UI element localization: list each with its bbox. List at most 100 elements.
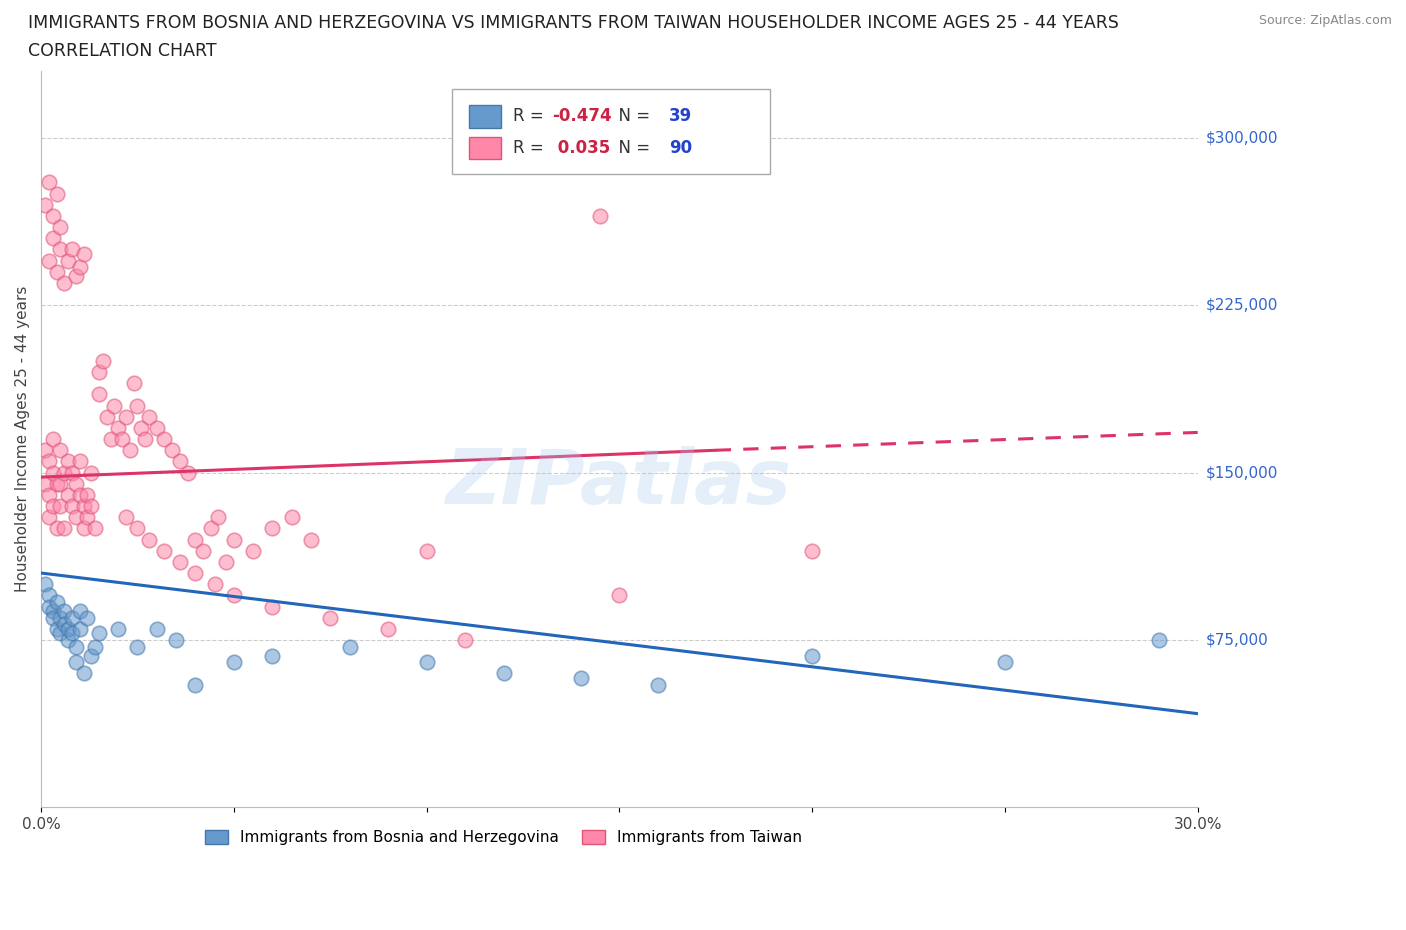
FancyBboxPatch shape	[451, 89, 769, 174]
Point	[222, 655, 245, 670]
Point	[53, 275, 76, 290]
Point	[454, 632, 477, 647]
Point	[84, 639, 107, 654]
FancyBboxPatch shape	[470, 105, 502, 127]
Point	[153, 432, 176, 446]
Point	[38, 510, 60, 525]
Point	[145, 621, 167, 636]
Point	[72, 498, 94, 513]
Text: CORRELATION CHART: CORRELATION CHART	[28, 42, 217, 60]
Point	[34, 197, 56, 212]
Point	[49, 498, 72, 513]
Point	[53, 604, 76, 618]
Point	[49, 219, 72, 234]
Point	[45, 186, 67, 201]
Text: N =: N =	[607, 108, 655, 126]
Point	[262, 521, 284, 536]
Point	[72, 521, 94, 536]
Point	[319, 610, 342, 625]
Point	[111, 432, 134, 446]
Point	[41, 465, 63, 480]
Point	[204, 577, 226, 591]
Point	[41, 498, 63, 513]
Point	[49, 443, 72, 458]
Point	[96, 409, 118, 424]
Point	[65, 655, 87, 670]
Text: $300,000: $300,000	[1206, 130, 1278, 145]
Point	[801, 543, 824, 558]
Point	[53, 465, 76, 480]
Point	[80, 498, 103, 513]
Point	[38, 253, 60, 268]
Point	[72, 666, 94, 681]
Point	[153, 543, 176, 558]
Y-axis label: Householder Income Ages 25 - 44 years: Householder Income Ages 25 - 44 years	[15, 286, 30, 592]
Point	[49, 610, 72, 625]
Point	[145, 420, 167, 435]
Text: -0.474: -0.474	[553, 108, 612, 126]
Point	[299, 532, 322, 547]
Point	[76, 510, 98, 525]
Point	[169, 554, 191, 569]
Point	[609, 588, 631, 603]
Text: 39: 39	[669, 108, 692, 126]
Point	[115, 510, 138, 525]
Point	[65, 476, 87, 491]
Text: IMMIGRANTS FROM BOSNIA AND HERZEGOVINA VS IMMIGRANTS FROM TAIWAN HOUSEHOLDER INC: IMMIGRANTS FROM BOSNIA AND HERZEGOVINA V…	[28, 14, 1119, 32]
Point	[49, 626, 72, 641]
Point	[60, 626, 83, 641]
Point	[107, 420, 129, 435]
Point	[492, 666, 515, 681]
Point	[207, 510, 229, 525]
Point	[122, 376, 145, 391]
Text: Source: ZipAtlas.com: Source: ZipAtlas.com	[1258, 14, 1392, 27]
Point	[45, 594, 67, 609]
Point	[1147, 632, 1170, 647]
FancyBboxPatch shape	[470, 137, 502, 159]
Point	[65, 269, 87, 284]
Point	[262, 648, 284, 663]
Point	[222, 532, 245, 547]
Point	[49, 242, 72, 257]
Point	[38, 175, 60, 190]
Text: R =: R =	[513, 108, 548, 126]
Point	[49, 476, 72, 491]
Point	[45, 621, 67, 636]
Point	[115, 409, 138, 424]
Text: 90: 90	[669, 140, 692, 157]
Point	[56, 621, 79, 636]
Point	[69, 454, 91, 469]
Point	[38, 599, 60, 614]
Point	[91, 353, 114, 368]
Point	[184, 565, 207, 580]
Point	[191, 543, 214, 558]
Point	[45, 521, 67, 536]
Point	[38, 588, 60, 603]
Point	[377, 621, 399, 636]
Point	[76, 487, 98, 502]
Point	[127, 521, 149, 536]
Legend: Immigrants from Bosnia and Herzegovina, Immigrants from Taiwan: Immigrants from Bosnia and Herzegovina, …	[200, 824, 808, 851]
Text: 0.035: 0.035	[553, 140, 610, 157]
Point	[76, 610, 98, 625]
Point	[60, 242, 83, 257]
Point	[801, 648, 824, 663]
Point	[53, 617, 76, 631]
Point	[165, 632, 187, 647]
Point	[60, 465, 83, 480]
Point	[215, 554, 238, 569]
Point	[87, 365, 110, 379]
Point	[80, 465, 103, 480]
Point	[56, 632, 79, 647]
Point	[127, 639, 149, 654]
Text: $150,000: $150,000	[1206, 465, 1278, 480]
Point	[138, 532, 160, 547]
Point	[41, 604, 63, 618]
Point	[103, 398, 125, 413]
Point	[56, 487, 79, 502]
Point	[38, 454, 60, 469]
Point	[138, 409, 160, 424]
Point	[56, 253, 79, 268]
Point	[38, 487, 60, 502]
Point	[339, 639, 361, 654]
